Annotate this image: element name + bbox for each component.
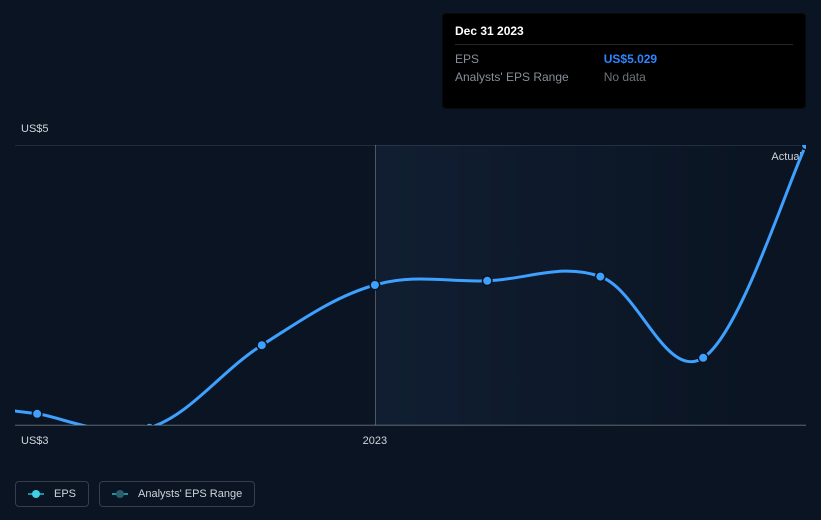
legend-toggle-range[interactable]: Analysts' EPS Range	[99, 481, 255, 507]
chart-tooltip: Dec 31 2023 EPS US$5.029 Analysts' EPS R…	[442, 13, 806, 109]
y-axis-label-bottom: US$3	[21, 435, 49, 447]
tooltip-range-value: No data	[604, 68, 793, 86]
legend-swatch-eps	[28, 490, 44, 498]
legend-toggle-eps[interactable]: EPS	[15, 481, 89, 507]
chart-svg	[15, 145, 806, 425]
tooltip-range-label: Analysts' EPS Range	[455, 68, 604, 86]
x-axis-label-2023: 2023	[363, 435, 387, 447]
legend-swatch-range	[112, 490, 128, 498]
y-axis-label-top: US$5	[21, 123, 49, 135]
tooltip-eps-label: EPS	[455, 50, 604, 68]
legend-label-range: Analysts' EPS Range	[138, 488, 242, 500]
x-axis	[15, 425, 806, 426]
legend-label-eps: EPS	[54, 488, 76, 500]
tooltip-eps-value: US$5.029	[604, 50, 793, 68]
eps-chart[interactable]: US$5 US$3 2023 Actual	[15, 125, 806, 445]
chart-legend: EPS Analysts' EPS Range	[15, 481, 255, 507]
tooltip-date: Dec 31 2023	[455, 24, 793, 45]
